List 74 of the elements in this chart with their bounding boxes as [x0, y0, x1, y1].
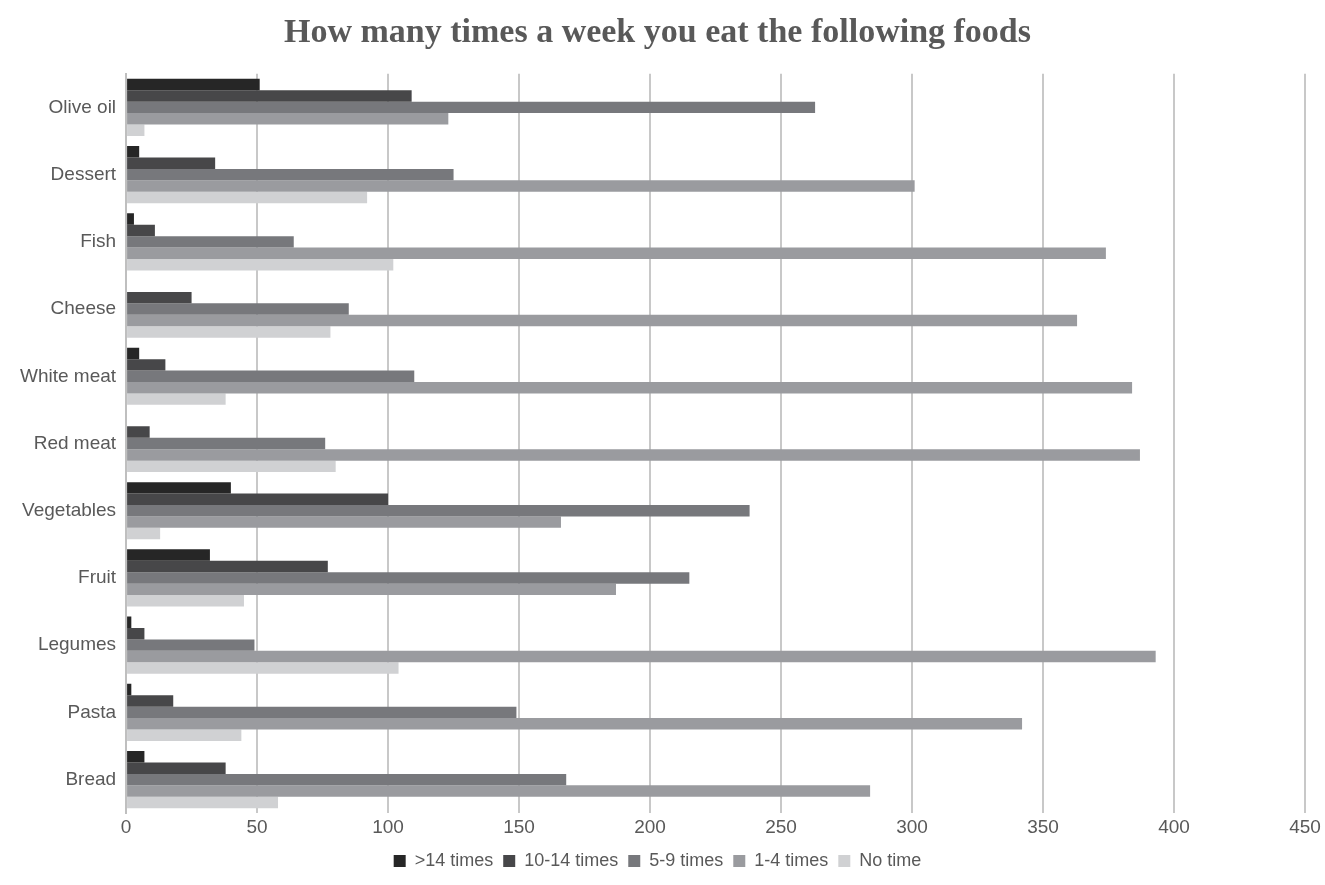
bar: [127, 113, 449, 125]
bar: [127, 706, 517, 719]
bar: [127, 213, 134, 225]
chart-title: How many times a week you eat the following foods: [283, 12, 1032, 50]
legend-label: >14 times: [414, 849, 494, 870]
bar: [127, 595, 244, 607]
bar: [127, 370, 415, 382]
x-tick-label: 250: [765, 815, 797, 837]
bar: [127, 785, 871, 797]
y-tick-label: Legumes: [37, 633, 117, 655]
bar: [127, 382, 1133, 394]
bar: [127, 516, 561, 528]
bar: [127, 583, 616, 596]
bar: [127, 303, 349, 315]
bar: [127, 751, 145, 763]
x-tick-label: 100: [372, 815, 404, 837]
bar: [127, 572, 690, 584]
bar: [127, 314, 1078, 327]
y-tick-label: Olive oil: [48, 95, 117, 117]
bar: [127, 426, 150, 438]
bar: [127, 718, 1023, 730]
bar: [127, 695, 174, 707]
bar: [127, 359, 166, 371]
bar: [127, 616, 132, 629]
bar: [127, 639, 255, 651]
bar: [127, 527, 161, 540]
bar: [127, 90, 412, 102]
bar: [127, 650, 1156, 663]
x-tick-label: 0: [120, 815, 132, 837]
y-tick-label: Cheese: [50, 297, 117, 319]
y-tick-label: Red meat: [33, 431, 117, 453]
x-tick-label: 300: [896, 815, 928, 837]
bar: [127, 683, 132, 696]
bar: [127, 224, 155, 237]
y-tick-label: Pasta: [67, 700, 117, 722]
legend-label: 5-9 times: [649, 849, 724, 870]
bar: [127, 347, 140, 360]
x-tick-label: 400: [1158, 815, 1190, 837]
x-tick-label: 450: [1289, 815, 1321, 837]
y-tick-label: Fish: [80, 230, 117, 252]
bar: [127, 236, 294, 248]
y-tick-label: Bread: [65, 767, 117, 789]
bar: [127, 291, 192, 304]
bar: [127, 762, 226, 774]
y-tick-label: Fruit: [78, 566, 117, 588]
bar: [127, 168, 454, 181]
bar: [127, 482, 231, 494]
bar: [127, 78, 260, 91]
bar: [127, 729, 242, 741]
bar: [127, 560, 328, 573]
y-tick-label: Vegetables: [22, 498, 117, 520]
bar: [127, 124, 145, 136]
x-tick-label: 50: [246, 815, 268, 837]
legend-label: No time: [859, 849, 922, 870]
legend-label: 10-14 times: [524, 849, 619, 870]
bar: [127, 505, 750, 517]
bar: [127, 180, 915, 192]
legend-label: 1-4 times: [754, 849, 829, 870]
y-tick-label: White meat: [19, 364, 117, 386]
x-tick-label: 150: [503, 815, 535, 837]
bar: [127, 628, 145, 640]
bar: [127, 493, 389, 506]
bar: [127, 157, 216, 169]
x-tick-label: 350: [1027, 815, 1059, 837]
bar: [127, 449, 1140, 461]
bar: [127, 437, 326, 450]
bar: [127, 773, 567, 786]
bar: [127, 393, 226, 405]
y-tick-label: Dessert: [50, 162, 117, 184]
bar: [127, 549, 210, 561]
bar: [127, 101, 816, 114]
bar: [127, 247, 1106, 259]
x-tick-label: 200: [634, 815, 666, 837]
bar: [127, 146, 140, 158]
